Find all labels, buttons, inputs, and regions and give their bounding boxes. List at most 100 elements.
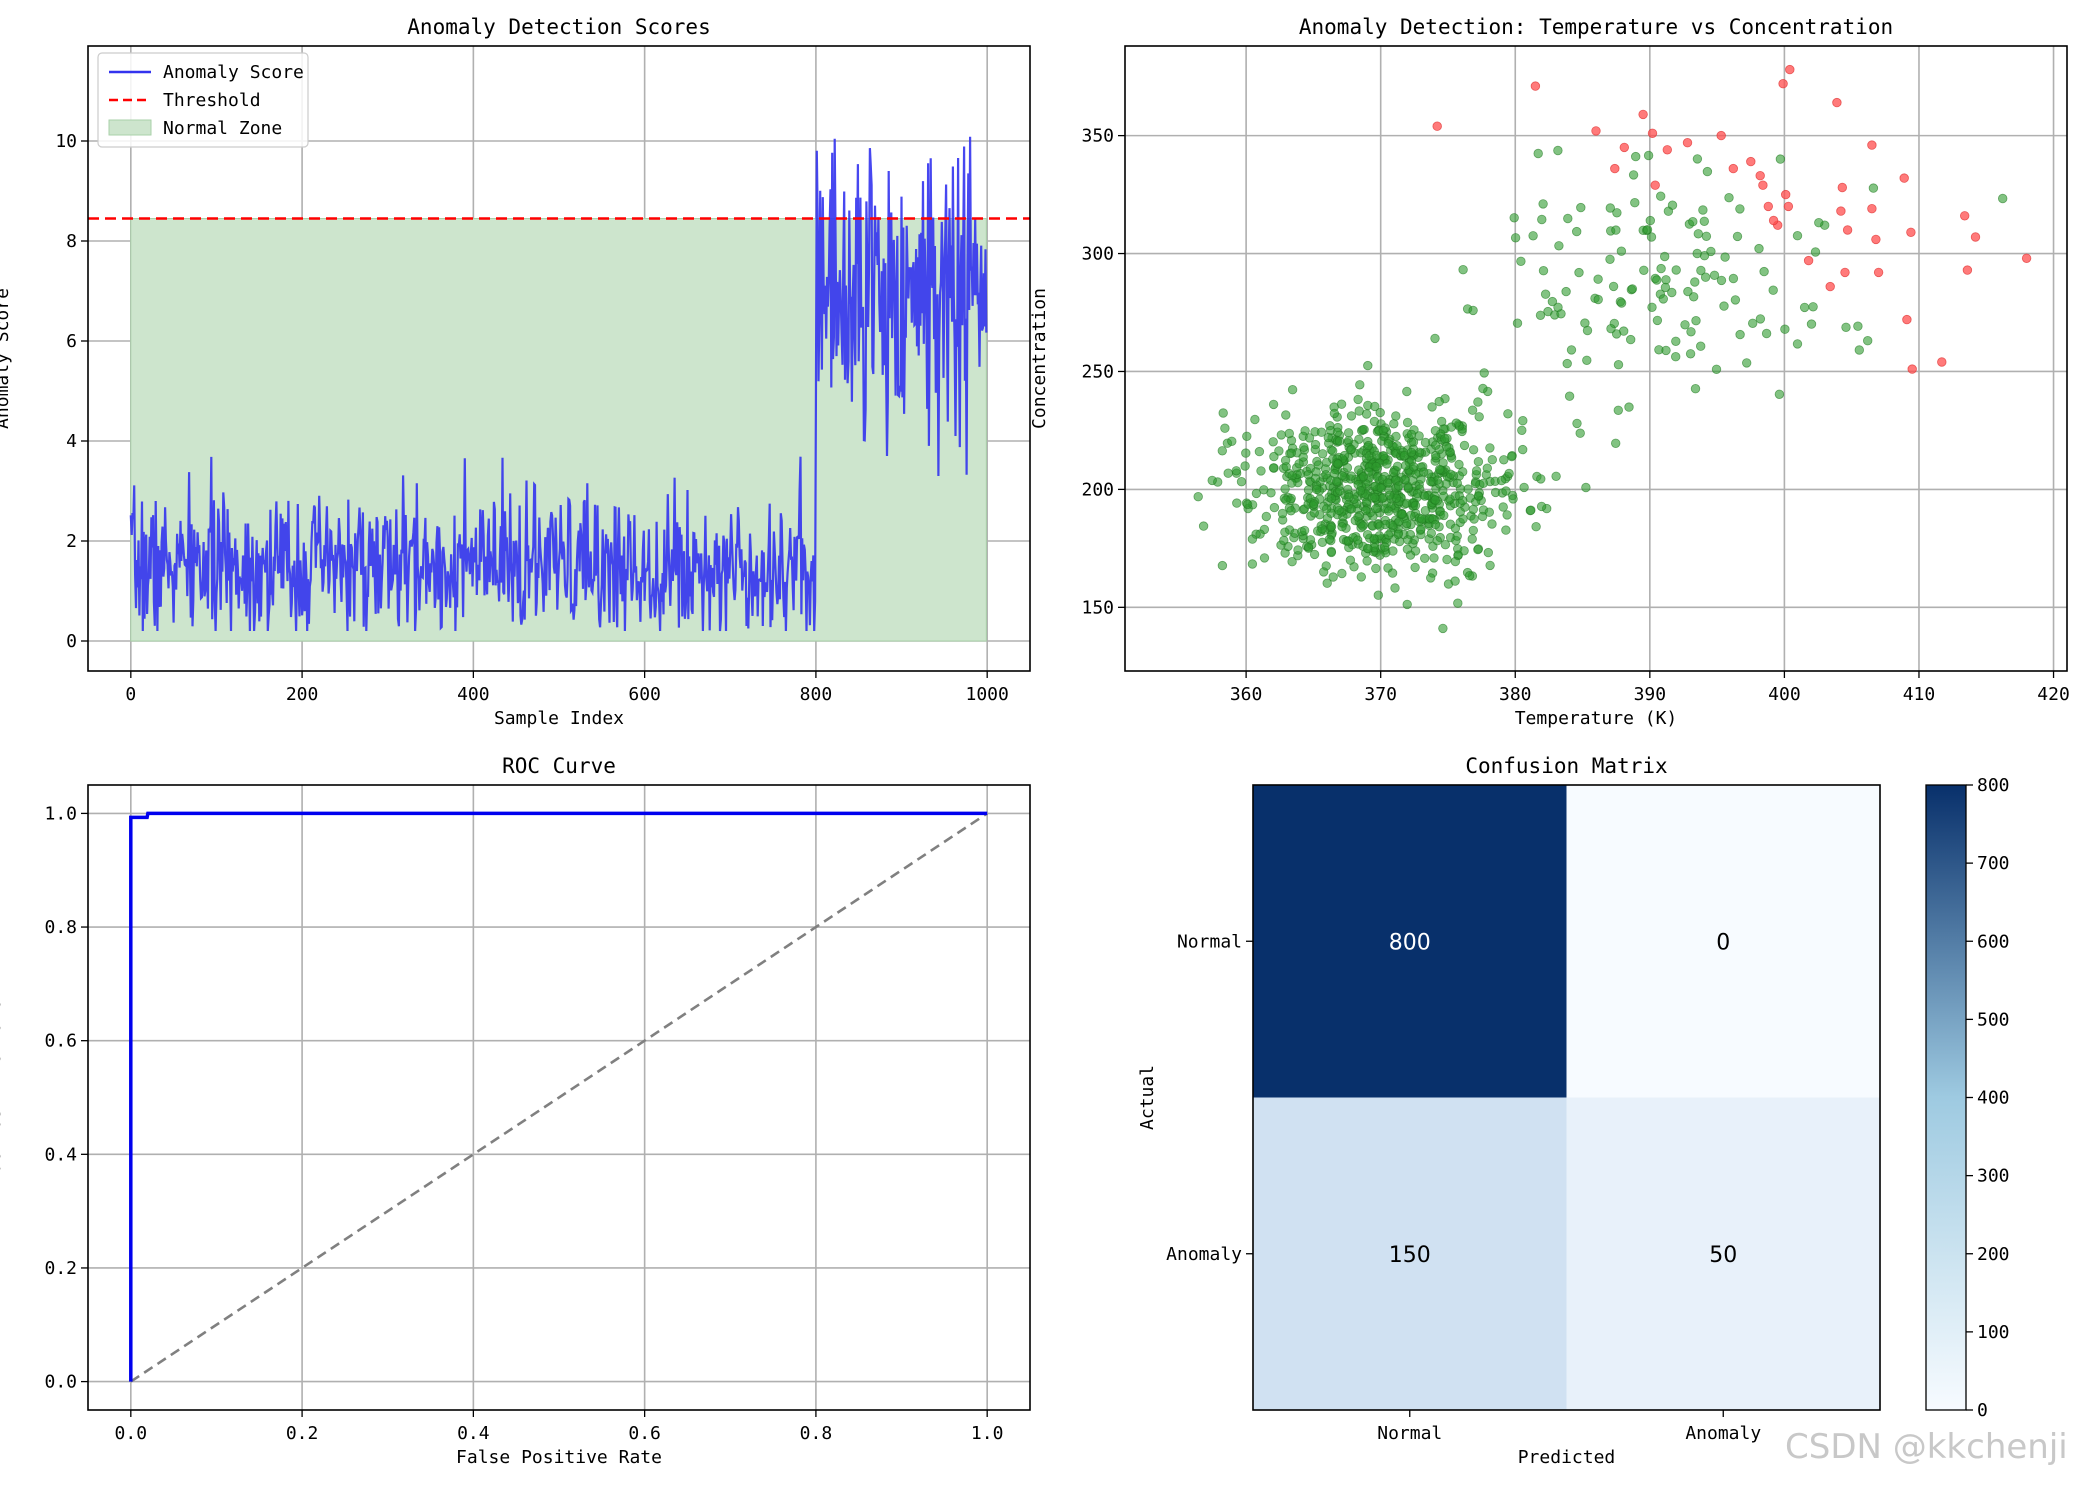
normal-point (1227, 436, 1237, 447)
anomaly-point (1610, 163, 1620, 174)
normal-point (1378, 425, 1388, 436)
y-tick-label: 6 (66, 331, 77, 352)
normal-point (1652, 275, 1662, 285)
scores-legend: Anomaly Score Threshold Normal Zone (97, 52, 309, 148)
normal-point (1730, 295, 1741, 305)
y-tick-label: 1.0 (44, 803, 77, 824)
normal-point (1693, 229, 1704, 239)
normal-point (1412, 488, 1423, 499)
normal-point (1417, 514, 1427, 524)
normal-point (1345, 555, 1356, 565)
normal-point (1536, 501, 1547, 512)
normal-point (1342, 463, 1353, 473)
x-tick-label: 380 (1499, 684, 1532, 705)
normal-point (1247, 534, 1258, 544)
normal-point (1487, 519, 1497, 529)
normal-point (1362, 556, 1372, 566)
normal-point (1354, 406, 1364, 416)
normal-point (1279, 535, 1289, 546)
normal-point (1383, 530, 1394, 540)
legend-patch-normal-zone (108, 119, 152, 136)
normal-point (1467, 534, 1477, 544)
normal-point (1661, 345, 1671, 356)
normal-point (1331, 476, 1342, 487)
normal-point (1287, 557, 1297, 567)
normal-point (1382, 459, 1392, 469)
normal-point (1792, 339, 1803, 349)
normal-point (1438, 623, 1448, 634)
chart-title: Anomaly Detection: Temperature vs Concen… (1299, 15, 1893, 39)
normal-point (1792, 230, 1803, 241)
normal-point (1247, 559, 1258, 569)
normal-point (1474, 412, 1484, 422)
anomaly-point (1716, 130, 1726, 141)
normal-point (1690, 277, 1700, 287)
normal-point (1434, 396, 1444, 407)
anomaly-point (2021, 253, 2032, 263)
normal-point (1457, 495, 1468, 506)
y-axis-label: Actual (1137, 1065, 1158, 1130)
normal-point (1478, 383, 1488, 394)
normal-point (1509, 213, 1519, 223)
normal-point (1510, 233, 1521, 243)
normal-point (1358, 425, 1368, 435)
normal-point (1610, 438, 1621, 449)
normal-point (1442, 554, 1452, 565)
anomaly-point (1907, 364, 1917, 374)
normal-point (1646, 232, 1657, 242)
normal-point (1440, 540, 1451, 550)
x-axis-label: False Positive Rate (456, 1447, 662, 1468)
normal-point (1691, 316, 1701, 326)
normal-point (1453, 598, 1463, 608)
anomaly-point (1746, 156, 1756, 167)
y-tick-label: 10 (55, 131, 77, 152)
normal-point (1468, 305, 1478, 316)
normal-point (1538, 199, 1548, 209)
normal-point (1643, 150, 1654, 161)
normal-point (1337, 522, 1347, 532)
anomaly-point (1662, 145, 1673, 155)
normal-point (1280, 527, 1290, 537)
x-tick-label: 200 (286, 684, 319, 705)
normal-point (1268, 399, 1279, 410)
normal-point (1321, 504, 1332, 514)
y-axis-label: Concentration (1029, 288, 1050, 429)
normal-point (1410, 546, 1421, 556)
normal-point (1854, 345, 1865, 355)
normal-point (1482, 463, 1493, 473)
anomaly-point (1842, 225, 1853, 235)
normal-point (1473, 457, 1484, 467)
normal-point (1380, 542, 1390, 552)
normal-point (1393, 481, 1404, 491)
normal-point (1547, 296, 1558, 307)
normal-point (1540, 289, 1551, 299)
normal-point (1452, 478, 1463, 489)
normal-point (1439, 510, 1449, 521)
normal-point (1711, 364, 1722, 375)
normal-point (1218, 408, 1228, 418)
normal-point (1287, 385, 1298, 395)
normal-point (1692, 154, 1703, 164)
y-tick-label: 0.4 (44, 1144, 77, 1165)
normal-point (1430, 440, 1441, 450)
normal-point (1692, 248, 1702, 259)
normal-point (1430, 519, 1441, 530)
colorbar-tick-label: 600 (1977, 931, 2010, 952)
x-axis-label: Sample Index (494, 708, 624, 729)
normal-point (1519, 482, 1529, 493)
cm-frame (1252, 784, 1881, 1411)
normal-point (1335, 486, 1345, 496)
normal-point (1441, 479, 1451, 489)
anomaly-point (1647, 128, 1658, 139)
normal-point (1516, 256, 1526, 267)
watermark: CSDN @kkchenji (1785, 1427, 2068, 1467)
normal-point (1671, 336, 1681, 347)
normal-point (1425, 573, 1436, 583)
normal-point (1716, 275, 1727, 286)
normal-point (1426, 528, 1437, 539)
roc-frame (87, 784, 1031, 1411)
y-tick-label: 8 (66, 231, 77, 252)
normal-point (1198, 521, 1209, 531)
normal-point (1690, 384, 1701, 394)
normal-point (1582, 355, 1592, 366)
